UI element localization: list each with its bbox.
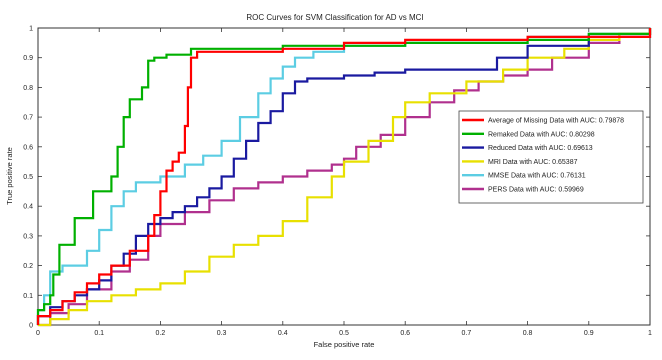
x-tick-label: 0.7	[462, 330, 472, 337]
y-axis-label: True positive rate	[5, 147, 14, 205]
y-axis: 0 0.1 0.2 0.3 0.4 0.5 0.6 0.7 0.8 0.9 1	[23, 26, 650, 330]
y-tick-label: 0.8	[23, 85, 33, 92]
legend-label-1: Remaked Data with AUC: 0.80298	[488, 131, 595, 138]
x-axis-label: False positive rate	[314, 340, 375, 349]
x-tick-label: 0.6	[400, 330, 410, 337]
x-tick-label: 0.5	[339, 330, 349, 337]
x-tick-label: 1	[648, 330, 652, 337]
series-line-1	[36, 28, 652, 325]
x-tick-label: 0.4	[278, 330, 288, 337]
y-tick-label: 0.4	[23, 204, 33, 211]
y-tick-label: 0.6	[23, 144, 33, 151]
legend-label-3: MRI Data with AUC: 0.65387	[488, 159, 578, 166]
x-tick-label: 0.8	[523, 330, 533, 337]
legend-label-2: Reduced Data with AUC: 0.69613	[488, 145, 593, 152]
legend-label-5: PERS Data with AUC: 0.59969	[488, 187, 584, 194]
x-tick-label: 0.1	[94, 330, 104, 337]
y-tick-label: 0.1	[23, 293, 33, 300]
series-line-5	[38, 28, 652, 327]
x-tick-label: 0.3	[217, 330, 227, 337]
y-tick-label: 0.2	[23, 263, 33, 270]
x-tick-label: 0.9	[584, 330, 594, 337]
series-line-3	[38, 28, 652, 327]
chart-title: ROC Curves for SVM Classification for AD…	[246, 13, 423, 22]
y-tick-label: 0.7	[23, 115, 33, 122]
y-tick-label: 1	[29, 26, 33, 33]
legend-label-4: MMSE Data with AUC: 0.76131	[488, 173, 586, 180]
series-line-0	[36, 28, 652, 325]
x-tick-label: 0	[36, 330, 40, 337]
legend-label-0: Average of Missing Data with AUC: 0.7987…	[488, 118, 624, 125]
series-line-2	[36, 28, 652, 325]
x-tick-label: 0.2	[156, 330, 166, 337]
legend-box	[458, 110, 644, 204]
x-axis: 0 0.1 0.2 0.3 0.4 0.5 0.6 0.7 0.8 0.9 1	[36, 28, 652, 337]
legend: Average of Missing Data with AUC: 0.7987…	[458, 110, 644, 204]
y-tick-label: 0.9	[23, 55, 33, 62]
y-tick-label: 0.3	[23, 233, 33, 240]
y-tick-label: 0	[29, 323, 33, 330]
y-tick-label: 0.5	[23, 174, 33, 181]
series-layer	[36, 28, 652, 327]
